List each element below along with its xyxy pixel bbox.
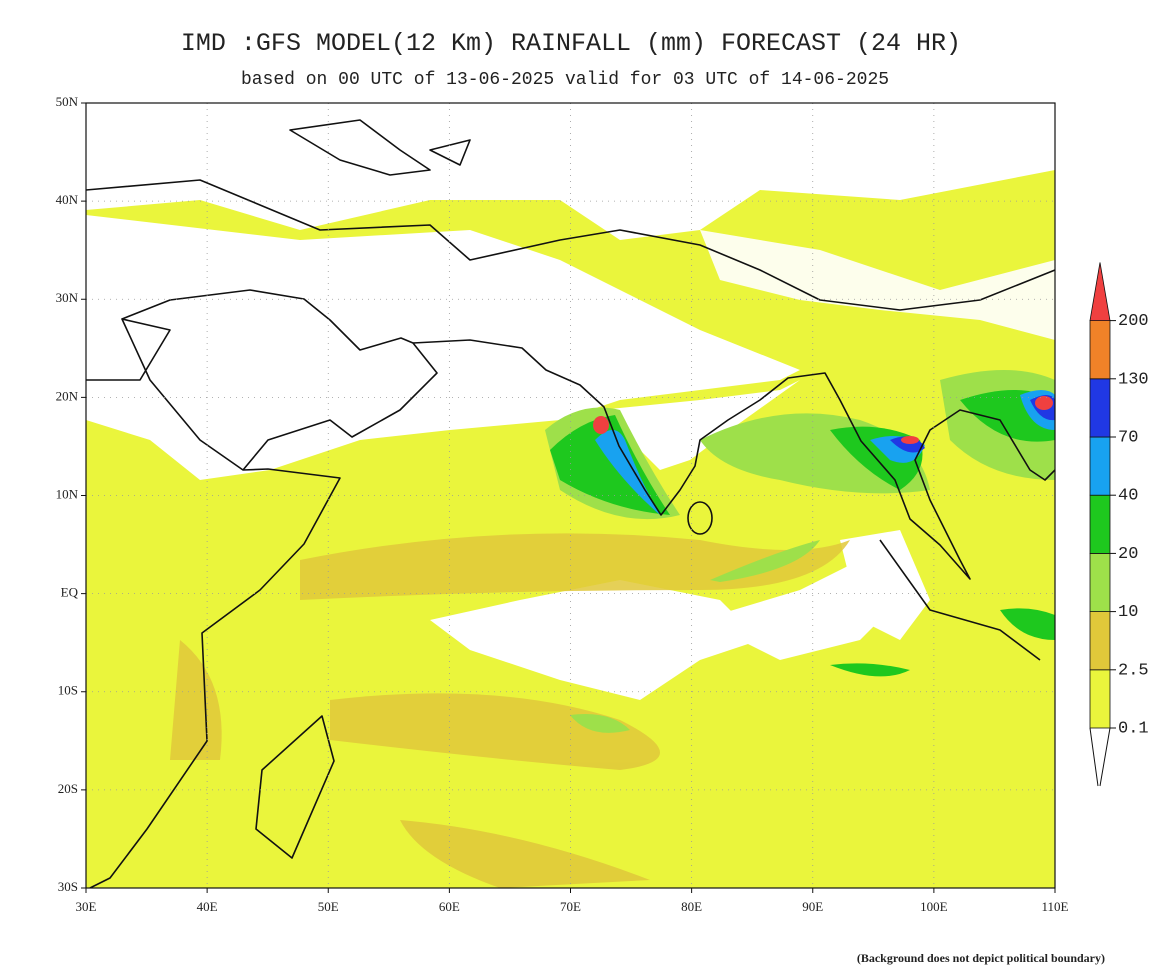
lat-label: EQ: [61, 585, 79, 600]
colorbar-label: 10: [1118, 603, 1138, 622]
lat-label: 50N: [56, 94, 79, 109]
lat-label: 10S: [58, 683, 78, 698]
colorbar-segment: [1089, 320, 1111, 380]
lon-label: 80E: [681, 899, 702, 914]
map-field: [86, 103, 1055, 888]
colorbar-cap: [1089, 262, 1111, 321]
colorbar-segment: [1089, 378, 1111, 438]
colorbar-label: 2.5: [1118, 661, 1149, 680]
coastlines: [86, 119, 1055, 888]
lat-label: 30S: [58, 879, 78, 894]
colorbar-label: 200: [1118, 312, 1149, 331]
lon-label: 70E: [560, 899, 581, 914]
colorbar-segment: [1089, 436, 1111, 496]
colorbar-label: 70: [1118, 428, 1138, 447]
lon-label: 60E: [439, 899, 460, 914]
lon-label: 110E: [1042, 899, 1069, 914]
lon-label: 90E: [802, 899, 823, 914]
lat-label: 20S: [58, 781, 78, 796]
lat-label: 30N: [56, 290, 79, 305]
colorbar-segment: [1089, 494, 1111, 554]
colorbar-segment: [1089, 553, 1111, 613]
colorbar-label: 20: [1118, 545, 1138, 564]
grid-lines: [86, 103, 1055, 888]
lat-label: 40N: [56, 192, 79, 207]
lat-label: 10N: [56, 486, 79, 501]
colorbar-segment: [1089, 669, 1111, 729]
lon-label: 30E: [76, 899, 97, 914]
light-rain-areas: [170, 533, 850, 888]
colorbar-tail: [1089, 727, 1111, 787]
lon-label: 40E: [197, 899, 218, 914]
subtitle: based on 00 UTC of 13-06-2025 valid for …: [241, 70, 889, 90]
lat-label: 20N: [56, 388, 79, 403]
peak-rain-spots: [593, 396, 1053, 444]
colorbar-label: 130: [1118, 370, 1149, 389]
colorbar-label: 0.1: [1118, 719, 1149, 738]
colorbar-segment: [1089, 611, 1111, 671]
lon-label: 50E: [318, 899, 339, 914]
title: IMD :GFS MODEL(12 Km) RAINFALL (mm) FORE…: [181, 29, 961, 58]
footnote: (Background does not depict political bo…: [857, 951, 1105, 965]
colorbar-label: 40: [1118, 487, 1138, 506]
lon-label: 100E: [920, 899, 948, 914]
